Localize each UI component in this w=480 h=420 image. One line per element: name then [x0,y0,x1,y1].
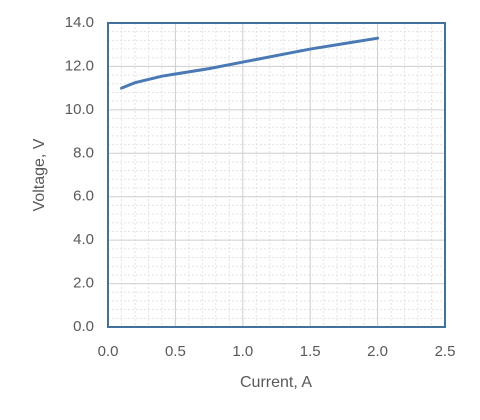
x-tick-label: 1.0 [232,343,253,360]
y-tick-label: 8.0 [73,144,94,161]
x-tick-label: 2.5 [435,343,456,360]
y-tick-label: 6.0 [73,188,94,205]
x-tick-label: 1.5 [300,343,321,360]
y-tick-label: 4.0 [73,231,94,248]
plot-border [107,22,446,328]
x-axis-title: Current, A [240,374,312,391]
x-tick-label: 0.0 [98,343,119,360]
data-line [119,36,380,90]
x-tick-label: 0.5 [165,343,186,360]
x-tick-label: 2.0 [367,343,388,360]
y-tick-label: 12.0 [65,57,94,74]
y-axis-title: Voltage, V [31,138,48,211]
y-tick-label: 14.0 [65,14,94,31]
y-tick-label: 0.0 [73,318,94,335]
y-tick-label: 2.0 [73,275,94,292]
y-tick-label: 10.0 [65,101,94,118]
